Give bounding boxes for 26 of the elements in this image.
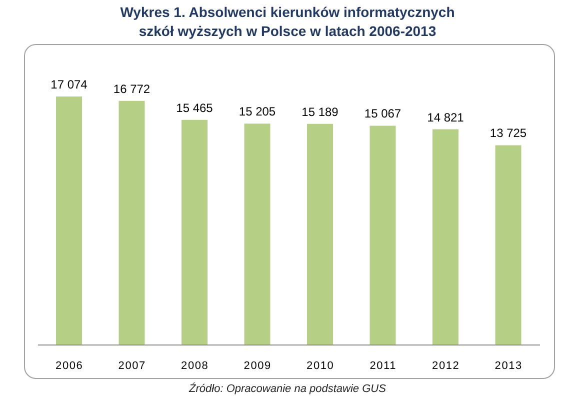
bar [495,145,522,345]
bar [56,96,82,345]
x-tick-label: 2008 [181,360,209,372]
x-tick-label: 2007 [118,360,146,372]
x-tick-label: 2006 [56,360,84,372]
x-tick-label: 2011 [370,360,397,372]
text: Źródło: Opracowanie na podstawie GUS [188,383,387,395]
data-label: 13 725 [490,126,527,140]
bar [307,124,333,345]
data-label: 17 074 [50,77,88,92]
bar [118,100,145,345]
x-tick-label: 2013 [494,360,522,372]
data-label: 15 067 [364,106,402,121]
bar [244,124,270,345]
data-label: 14 821 [427,110,464,124]
x-tick-label: 2010 [306,360,334,372]
x-tick-label: 2009 [244,360,272,372]
bar [182,120,208,345]
data-label: 16 772 [113,82,150,96]
data-label: 15 205 [238,104,276,119]
bar [370,126,396,345]
bar [432,129,458,345]
x-tick-label: 2012 [432,360,460,372]
data-label: 15 465 [176,100,214,115]
data-label: 15 189 [302,104,339,119]
chart-title: Wykres 1. Absolwenci kierunków informatycznych szkół wyższych w Polsce w latach 2006-2013 [119,3,456,41]
